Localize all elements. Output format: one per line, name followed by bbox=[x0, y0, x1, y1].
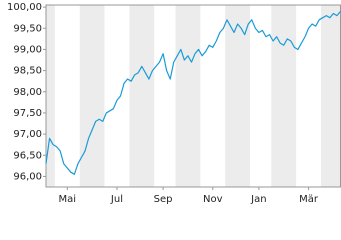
month-band bbox=[271, 5, 297, 187]
x-tick-label: Nov bbox=[203, 194, 223, 205]
y-tick-label: 97,50 bbox=[13, 108, 42, 119]
month-band bbox=[46, 5, 55, 187]
bands bbox=[46, 5, 341, 187]
page: 96,00 96,50 97,00 97,50 98,00 98,50 99,00 99,50… bbox=[7, 2, 341, 205]
y-tick-label: 99,00 bbox=[13, 44, 42, 55]
y-tick-label: 96,50 bbox=[13, 150, 42, 161]
x-tick-label: Sep bbox=[154, 194, 173, 205]
line bbox=[45, 10, 341, 175]
x-tick-label: Mai bbox=[59, 194, 77, 205]
y-tick-label: 96,00 bbox=[13, 171, 42, 182]
chart: 96,00 96,50 97,00 97,50 98,00 98,50 99,00 99,50… bbox=[7, 2, 341, 205]
month-band bbox=[79, 5, 105, 187]
x-tick-label: Jul bbox=[110, 194, 123, 205]
y-tick-label: 99,50 bbox=[13, 23, 42, 34]
y-tick-label: 98,00 bbox=[13, 87, 42, 98]
y-tick-label: 98,50 bbox=[13, 66, 42, 77]
x-tick-label: Jan bbox=[250, 194, 266, 205]
x-tick-label: Mär bbox=[299, 194, 319, 205]
y-tick-label: 100,00 bbox=[7, 2, 42, 13]
month-band bbox=[320, 5, 341, 187]
month-band bbox=[175, 5, 201, 187]
y-tick-label: 97,00 bbox=[13, 129, 42, 140]
month-band bbox=[225, 5, 251, 187]
month-band bbox=[129, 5, 155, 187]
